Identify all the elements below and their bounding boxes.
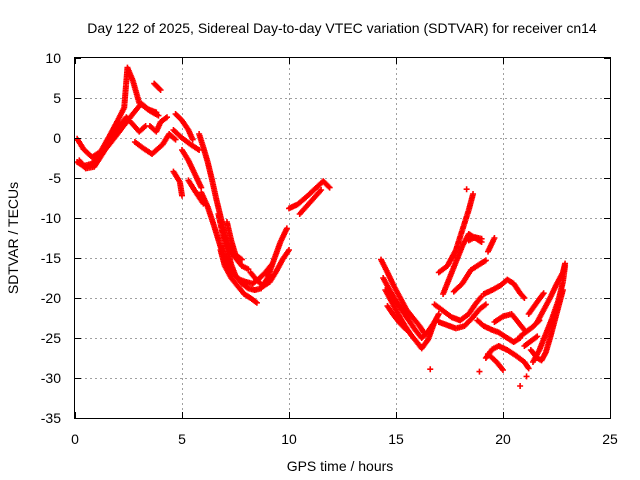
data-point [179,192,185,199]
data-point [500,367,506,373]
series-t8 [170,127,203,153]
y-tick-labels: -35 -30 -25 -20 -15 -10 -5 0 5 10 [41,50,61,426]
data-point [427,366,434,373]
series-t19 [296,187,325,217]
series-t6 [151,80,164,93]
data-point [189,136,196,143]
y-tick-label: -5 [49,170,62,186]
data-point [476,368,483,375]
series-t3 [74,64,160,161]
series-t15 [217,247,260,306]
y-tick-label: -20 [41,290,61,306]
y-tick-label: 10 [45,50,61,66]
series-t37 [517,383,524,389]
data-point [517,383,524,389]
data-point [155,112,162,119]
series-t4 [131,131,179,157]
data-point [318,187,325,193]
data-point [470,191,477,197]
x-tick-label: 5 [178,431,186,447]
data-point [482,301,489,308]
series-t31 [485,235,498,255]
series-t32 [463,186,470,193]
series-t26 [435,301,489,332]
y-tick-label: -25 [41,330,61,346]
data-point [164,114,171,121]
series-t9 [170,168,185,199]
x-tick-label: 0 [71,431,79,447]
data-point [491,235,498,241]
x-tick-labels: 0 5 10 15 20 25 [71,431,618,447]
data-point [325,183,332,190]
series-t23 [384,303,410,333]
x-tick-label: 15 [388,431,404,447]
series-t46 [534,260,569,325]
data-point [525,365,532,372]
series-t36 [482,343,532,372]
chart-title: Day 122 of 2025, Sidereal Day-to-day VTE… [87,20,597,36]
axis-ticks [75,58,611,419]
x-tick-label: 25 [602,431,618,447]
series-t18 [286,178,333,212]
series-t45 [529,263,569,365]
data-point [521,295,528,301]
data-point [253,299,260,306]
x-axis-label: GPS time / hours [287,458,394,474]
series-t17 [247,247,292,289]
y-tick-label: -10 [41,210,61,226]
series-t43 [525,290,547,317]
series-t38 [523,373,530,380]
y-tick-label: 5 [53,90,61,106]
plot-frame [74,57,611,419]
series-t27 [440,231,485,297]
series-t10 [179,147,205,191]
y-tick-label: 0 [53,130,61,146]
data-point [523,373,530,380]
data-point [482,257,489,264]
series-t39 [480,276,528,301]
series-t24 [427,366,434,373]
data-point [153,109,160,116]
data-point [238,256,245,263]
data-point [403,327,410,333]
series-t28 [435,191,477,276]
series-t42 [521,333,541,349]
series-t7 [172,111,196,143]
data-point [402,325,409,332]
data-marks [74,64,569,389]
data-point [245,266,252,273]
series-t25 [431,293,485,324]
data-point [172,136,179,143]
data-point [540,290,547,297]
series-t16 [223,219,245,263]
data-point [435,311,442,317]
data-point [478,235,485,242]
data-point [463,186,470,193]
y-axis-label: SDTVAR / TECUs [5,182,21,294]
data-point [562,260,569,267]
y-tick-label: -35 [41,410,61,426]
series-t29 [450,257,489,295]
data-point [283,225,290,232]
y-tick-label: -15 [41,250,61,266]
data-point [534,333,541,340]
series-t14 [215,211,290,293]
x-tick-label: 20 [495,431,511,447]
series-t30 [465,234,485,244]
data-point [326,184,333,191]
series-t5 [146,114,171,135]
y-tick-label: -30 [41,370,61,386]
data-point [286,247,292,253]
data-point [157,87,164,93]
series-t35 [476,368,483,375]
series-t40 [491,311,528,333]
x-tick-label: 10 [281,431,297,447]
data-point [156,85,163,92]
